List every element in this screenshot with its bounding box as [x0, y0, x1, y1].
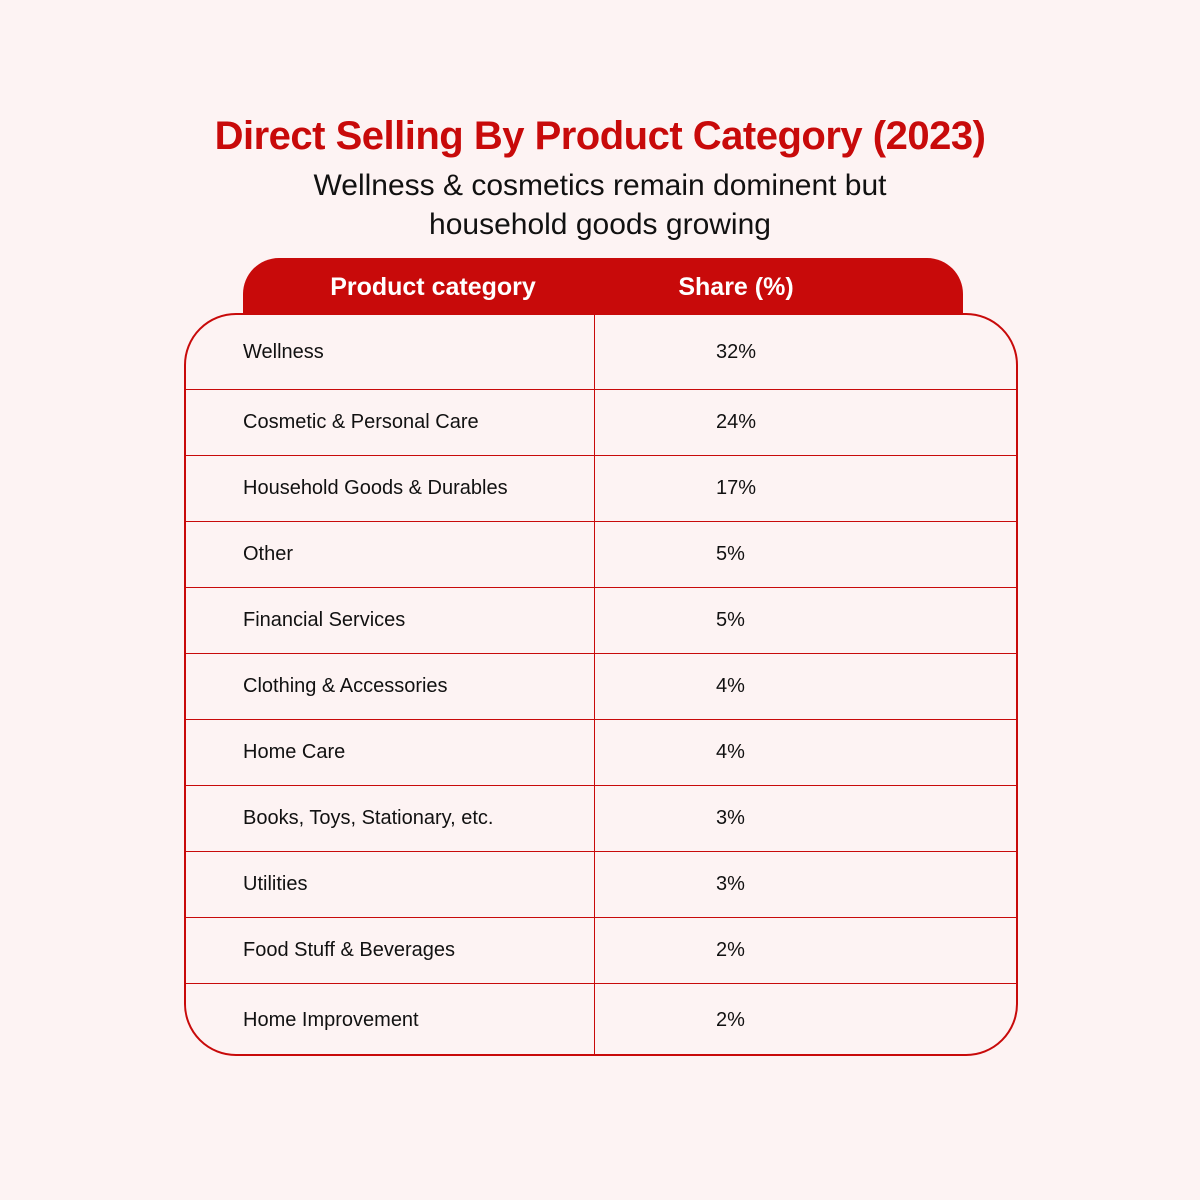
column-header-share: Share (%)	[678, 273, 794, 301]
table-row: Financial Services 5%	[186, 587, 1016, 653]
share-cell: 2%	[716, 1008, 745, 1031]
table-body: Wellness 32% Cosmetic & Personal Care 24% Ho…	[186, 315, 1016, 1054]
table-row: Household Goods & Durables 17%	[186, 455, 1016, 521]
table-row: Wellness 32%	[186, 315, 1016, 389]
column-header-category: Product category	[330, 273, 536, 301]
category-cell: Cosmetic & Personal Care	[243, 411, 479, 433]
chart-title: Direct Selling By Product Category (2023…	[214, 114, 986, 158]
category-cell: Food Stuff & Beverages	[243, 939, 455, 961]
share-cell: 4%	[716, 675, 745, 697]
category-cell: Clothing & Accessories	[243, 675, 448, 697]
category-cell: Home Care	[243, 741, 346, 763]
table-row: Food Stuff & Beverages 2%	[186, 917, 1016, 983]
category-cell: Financial Services	[243, 609, 406, 631]
share-cell: 5%	[716, 609, 745, 631]
table-row: Home Care 4%	[186, 719, 1016, 785]
chart-subtitle: Wellness & cosmetics remain dominent but…	[313, 169, 887, 241]
category-cell: Other	[243, 543, 294, 565]
share-cell: 4%	[716, 741, 745, 763]
column-divider	[594, 315, 595, 1054]
share-cell: 2%	[716, 939, 745, 961]
share-cell: 24%	[716, 411, 757, 433]
share-cell: 3%	[716, 873, 745, 895]
category-cell: Household Goods & Durables	[243, 477, 508, 499]
share-cell: 32%	[716, 340, 757, 363]
table-row: Home Improvement 2%	[186, 983, 1016, 1054]
data-table: Wellness 32% Cosmetic & Personal Care 24% Ho…	[184, 313, 1018, 1056]
table-row: Books, Toys, Stationary, etc. 3%	[186, 785, 1016, 851]
share-cell: 3%	[716, 807, 745, 829]
category-cell: Home Improvement	[243, 1008, 419, 1031]
share-cell: 5%	[716, 543, 745, 565]
table-row: Other 5%	[186, 521, 1016, 587]
table-row: Utilities 3%	[186, 851, 1016, 917]
category-cell: Wellness	[243, 340, 324, 363]
table-row: Clothing & Accessories 4%	[186, 653, 1016, 719]
category-cell: Books, Toys, Stationary, etc.	[243, 807, 494, 829]
table-row: Cosmetic & Personal Care 24%	[186, 389, 1016, 455]
category-cell: Utilities	[243, 873, 308, 895]
share-cell: 17%	[716, 477, 757, 499]
